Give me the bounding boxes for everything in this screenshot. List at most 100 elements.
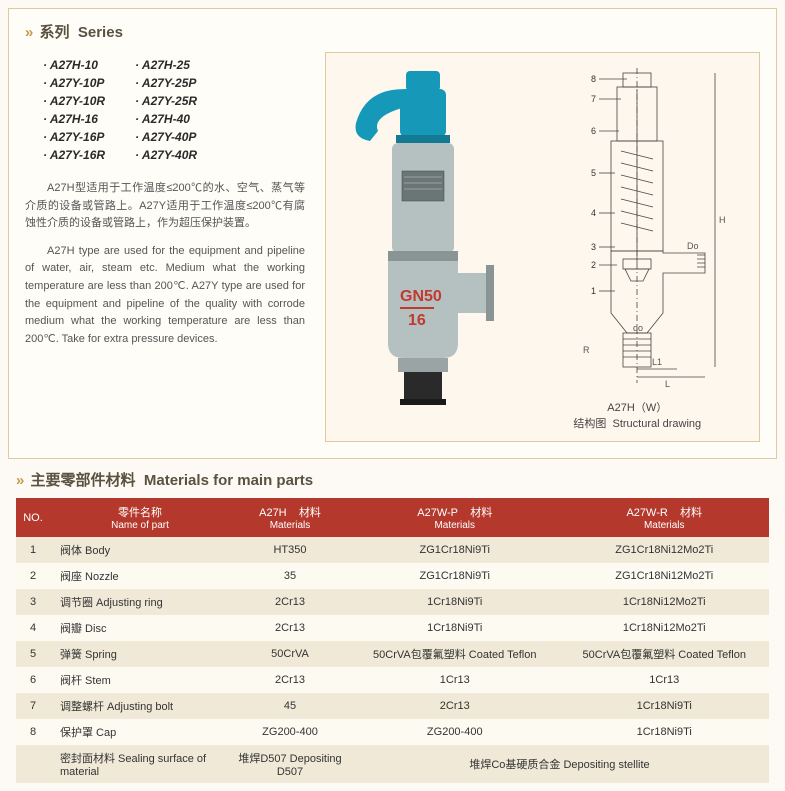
series-header: » 系列 Series bbox=[25, 21, 760, 42]
cell-m1: ZG200-400 bbox=[230, 719, 350, 745]
series-item: A27Y-40P bbox=[135, 130, 197, 144]
cell-name: 调整螺杆 Adjusting bolt bbox=[50, 693, 230, 719]
cell-name: 保护罩 Cap bbox=[50, 719, 230, 745]
cell-no: 8 bbox=[16, 719, 50, 745]
cell-no: 1 bbox=[16, 537, 50, 563]
cell-no bbox=[16, 745, 50, 783]
series-section: » 系列 Series A27H-10 A27Y-10P A27Y-10R A2… bbox=[8, 8, 777, 459]
cell-name: 阀杆 Stem bbox=[50, 667, 230, 693]
svg-text:L1: L1 bbox=[652, 357, 662, 367]
cell-m1: 堆焊D507 Depositing D507 bbox=[230, 745, 350, 783]
cell-m3: ZG1Cr18Ni12Mo2Ti bbox=[560, 563, 770, 589]
cell-m1: HT350 bbox=[230, 537, 350, 563]
cell-m1: 2Cr13 bbox=[230, 589, 350, 615]
col-no: NO. bbox=[16, 498, 50, 537]
series-column-1: A27H-10 A27Y-10P A27Y-10R A27H-16 A27Y-1… bbox=[43, 58, 105, 162]
svg-text:3: 3 bbox=[591, 242, 596, 252]
svg-text:L: L bbox=[665, 379, 670, 389]
materials-table: NO. 零件名称 Name of part A27H 材料 Materials … bbox=[16, 498, 769, 783]
cell-no: 6 bbox=[16, 667, 50, 693]
structural-drawing-block: 8 7 6 5 4 3 2 1 H L L1 R Do do bbox=[537, 63, 737, 431]
series-left-column: A27H-10 A27Y-10P A27Y-10R A27H-16 A27Y-1… bbox=[25, 52, 305, 442]
cell-m2: 2Cr13 bbox=[350, 693, 560, 719]
cell-m3: 1Cr18Ni12Mo2Ti bbox=[560, 615, 770, 641]
cell-m1: 35 bbox=[230, 563, 350, 589]
cell-m3: 1Cr18Ni9Ti bbox=[560, 719, 770, 745]
drawing-caption-model: A27H（W） bbox=[537, 399, 737, 415]
svg-text:6: 6 bbox=[591, 126, 596, 136]
cell-m2: 1Cr18Ni9Ti bbox=[350, 589, 560, 615]
svg-text:H: H bbox=[719, 215, 726, 225]
cell-m1: 2Cr13 bbox=[230, 615, 350, 641]
table-row: 2阀座 Nozzle35ZG1Cr18Ni9TiZG1Cr18Ni12Mo2Ti bbox=[16, 563, 769, 589]
cell-m3: 50CrVA包覆氟塑料 Coated Teflon bbox=[560, 641, 770, 667]
materials-header: » 主要零部件材料 Materials for main parts bbox=[16, 469, 777, 490]
table-row: 6阀杆 Stem2Cr131Cr131Cr13 bbox=[16, 667, 769, 693]
table-row: 5弹簧 Spring50CrVA50CrVA包覆氟塑料 Coated Teflo… bbox=[16, 641, 769, 667]
valve-photo-block: GN50 16 bbox=[348, 63, 498, 413]
cell-m3: 1Cr18Ni12Mo2Ti bbox=[560, 589, 770, 615]
materials-section: » 主要零部件材料 Materials for main parts NO. 零… bbox=[8, 469, 777, 783]
svg-text:Do: Do bbox=[687, 241, 699, 251]
series-item: A27Y-25P bbox=[135, 76, 197, 90]
svg-text:1: 1 bbox=[591, 286, 596, 296]
svg-text:8: 8 bbox=[591, 74, 596, 84]
cell-m2: 1Cr13 bbox=[350, 667, 560, 693]
series-item: A27H-10 bbox=[43, 58, 105, 72]
structural-drawing: 8 7 6 5 4 3 2 1 H L L1 R Do do bbox=[537, 63, 737, 393]
svg-text:4: 4 bbox=[591, 208, 596, 218]
table-header-row: NO. 零件名称 Name of part A27H 材料 Materials … bbox=[16, 498, 769, 537]
cell-name: 阀体 Body bbox=[50, 537, 230, 563]
col-a27w-p: A27W-P 材料 Materials bbox=[350, 498, 560, 537]
series-item: A27Y-25R bbox=[135, 94, 197, 108]
series-item: A27H-25 bbox=[135, 58, 197, 72]
svg-text:7: 7 bbox=[591, 94, 596, 104]
series-item: A27Y-10P bbox=[43, 76, 105, 90]
cell-m3: 1Cr18Ni9Ti bbox=[560, 693, 770, 719]
svg-text:5: 5 bbox=[591, 168, 596, 178]
cell-m1: 45 bbox=[230, 693, 350, 719]
description-english: A27H type are used for the equipment and… bbox=[25, 243, 305, 349]
cell-m2: 1Cr18Ni9Ti bbox=[350, 615, 560, 641]
cell-m1: 2Cr13 bbox=[230, 667, 350, 693]
materials-title-en: Materials for main parts bbox=[144, 472, 313, 489]
cell-name: 阀座 Nozzle bbox=[50, 563, 230, 589]
cell-m2: 50CrVA包覆氟塑料 Coated Teflon bbox=[350, 641, 560, 667]
table-row: 8保护罩 CapZG200-400ZG200-4001Cr18Ni9Ti bbox=[16, 719, 769, 745]
materials-title-cn: 主要零部件材料 bbox=[31, 472, 136, 489]
series-item: A27Y-10R bbox=[43, 94, 105, 108]
series-item: A27H-40 bbox=[135, 112, 197, 126]
cell-no: 3 bbox=[16, 589, 50, 615]
table-row: 1阀体 BodyHT350ZG1Cr18Ni9TiZG1Cr18Ni12Mo2T… bbox=[16, 537, 769, 563]
table-row: 7调整螺杆 Adjusting bolt452Cr131Cr18Ni9Ti bbox=[16, 693, 769, 719]
chevron-icon: » bbox=[16, 472, 22, 489]
table-row: 密封面材料 Sealing surface of material堆焊D507 … bbox=[16, 745, 769, 783]
col-name: 零件名称 Name of part bbox=[50, 498, 230, 537]
cell-no: 5 bbox=[16, 641, 50, 667]
series-item: A27Y-16R bbox=[43, 148, 105, 162]
col-a27h: A27H 材料 Materials bbox=[230, 498, 350, 537]
cell-name: 阀瓣 Disc bbox=[50, 615, 230, 641]
description-chinese: A27H型适用于工作温度≤200℃的水、空气、蒸气等介质的设备或管路上。A27Y… bbox=[25, 180, 305, 233]
series-title-cn: 系列 bbox=[40, 24, 70, 41]
cell-name: 调节圈 Adjusting ring bbox=[50, 589, 230, 615]
series-figure-panel: GN50 16 bbox=[325, 52, 760, 442]
cell-m3: 1Cr13 bbox=[560, 667, 770, 693]
series-title-en: Series bbox=[78, 24, 123, 41]
cell-m2: ZG200-400 bbox=[350, 719, 560, 745]
cell-m2: 堆焊Co基硬质合金 Depositing stellite bbox=[350, 745, 769, 783]
series-item: A27Y-16P bbox=[43, 130, 105, 144]
svg-text:do: do bbox=[633, 323, 643, 333]
cell-no: 7 bbox=[16, 693, 50, 719]
cell-no: 2 bbox=[16, 563, 50, 589]
cell-m2: ZG1Cr18Ni9Ti bbox=[350, 563, 560, 589]
series-item: A27Y-40R bbox=[135, 148, 197, 162]
col-a27w-r: A27W-R 材料 Materials bbox=[560, 498, 770, 537]
cell-name: 密封面材料 Sealing surface of material bbox=[50, 745, 230, 783]
drawing-caption-sub: 结构图 Structural drawing bbox=[537, 415, 737, 431]
cell-m3: ZG1Cr18Ni12Mo2Ti bbox=[560, 537, 770, 563]
cell-no: 4 bbox=[16, 615, 50, 641]
svg-text:R: R bbox=[583, 345, 590, 355]
valve-photo: GN50 16 bbox=[348, 63, 498, 413]
cell-m1: 50CrVA bbox=[230, 641, 350, 667]
